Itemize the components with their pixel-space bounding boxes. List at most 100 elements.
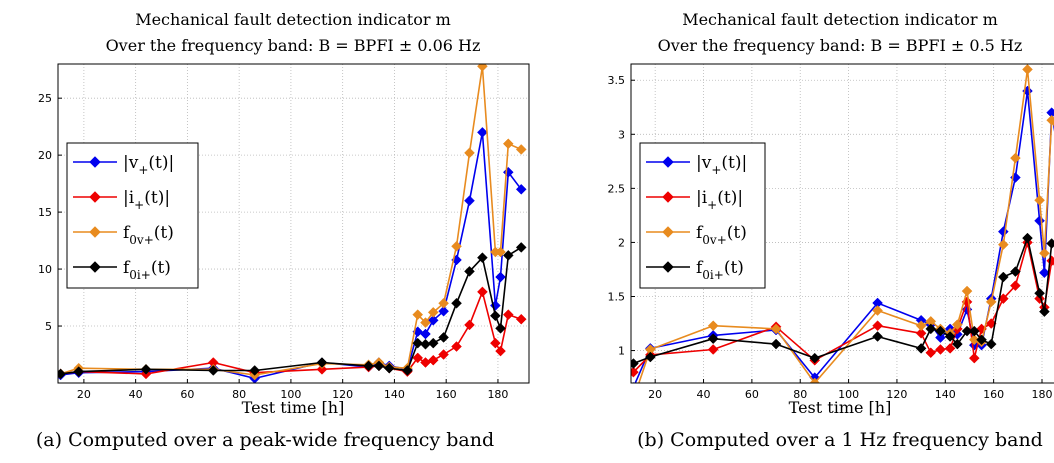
chart-b-data-point [1046,238,1054,249]
chart-b-data-point [770,338,782,350]
chart-b-data-point [925,347,937,359]
chart-a-data-point [316,357,328,368]
chart-b-data-point [628,394,638,404]
chart-b-data-point [872,305,883,316]
chart-b-legend-marker [662,156,674,168]
chart-b-data-point [631,358,639,369]
chart-a-data-point [427,314,439,326]
chart-b-data-point [1034,287,1045,299]
chart-b-data-point [985,296,997,308]
chart-b-data-point [935,344,946,355]
chart-b-data-point [707,333,719,345]
chart-a-xtick-label: 180 [487,388,508,401]
chart-b-series-line [638,68,1054,383]
chart-b-data-point [770,323,782,335]
chart-a-legend-label: |v+(t)| [123,153,174,177]
chart-b-data-point [1034,194,1045,206]
chart-b-data-point [1010,266,1021,277]
chart-b-series [628,64,1054,404]
chart-b-xtick-label: 60 [745,388,759,401]
chart-a-data-point [502,138,514,150]
chart-b-data-point [707,320,719,332]
chart-b-data-point [707,344,719,355]
chart-b-ytick-label: 1 [618,345,625,358]
chart-a-data-point [140,363,152,375]
chart-a-legend-entry: |v+(t)| [73,153,174,177]
chart-a-ticks: 20 40 60 80 100 120 140 160 180 5 10 15 20 25 [38,92,508,401]
chart-b-data-point [1034,215,1045,227]
chart-b-data-point [809,377,821,383]
chart-b-ytick-label: 2 [618,236,625,249]
chart-b-data-point [915,320,927,332]
chart-b-data-point [935,325,946,337]
chart-b-data-point [1010,280,1021,292]
chart-b-data-point [944,331,956,342]
chart-a-data-point [490,337,501,349]
chart-b-data-point [961,325,973,337]
chart-b-data-point [935,332,946,343]
chart-a-xtick-label: 140 [384,388,405,401]
chart-b-data-point [872,320,883,332]
chart-b-data-point [632,381,635,383]
chart-a-ytick-label: 10 [38,263,52,276]
chart-b-legend-label: f0v+(t) [696,223,747,247]
chart-a-data-point [490,310,501,322]
chart-a-legend-marker [89,226,101,238]
chart-a-data-point [438,297,449,309]
chart-b-legend-marker [662,261,674,273]
chart-a-data-point [438,305,449,317]
chart-a-data-point [438,332,449,343]
chart-b-data-point [985,338,997,350]
chart-a-ytick-label: 25 [38,92,52,105]
chart-b-data-point [952,338,963,350]
chart-b-ytick-label: 1.5 [608,290,626,303]
chart-b-legend: |v+(t)| |i+(t)| f0v+(t) f0i+(t) [639,142,766,289]
chart-a-xtick-label: 20 [77,388,91,401]
chart-a-legend-label: f0v+(t) [123,223,174,247]
chart-a-legend-label: |i+(t)| [123,188,170,212]
chart-b-xtick-label: 160 [983,388,1004,401]
chart-a-ytick-label: 15 [38,206,52,219]
chart-a-xtick-label: 80 [232,388,246,401]
chart-b-data-point [1039,247,1050,259]
chart-a-data-point [502,309,514,320]
chart-a-legend-entry: f0i+(t) [73,258,171,282]
chart-b-data-point [872,331,883,342]
chart-a-caption: (a) Computed over a peak-wide frequency … [36,429,494,451]
chart-b-legend-marker [662,191,674,203]
chart-a-data-point [427,354,439,366]
chart-a-xtick-label: 60 [180,388,194,401]
chart-a-data-point [412,337,424,349]
chart-a-data-point [420,317,431,328]
chart-b-xtick-label: 80 [793,388,807,401]
chart-a-data-point [477,127,488,138]
chart-b-legend-box [639,142,766,289]
chart-a-ytick-label: 20 [38,149,52,162]
chart-b-data-point [915,343,927,354]
chart-b-data-point [925,323,937,335]
chart-a-xtick-label: 160 [436,388,457,401]
chart-b-legend-marker [662,226,674,238]
chart-b-axes-frame [630,63,1054,384]
chart-a-axes-frame [57,63,530,384]
chart-b-data-point [961,285,973,297]
chart-b-caption: (b) Computed over a 1 Hz frequency band [637,429,1043,451]
chart-a-data-point [515,313,527,325]
chart-b-series-line [633,237,1054,365]
chart-panel-b: Mechanical fault detection indicator m O… [608,10,1054,451]
chart-a-legend: |v+(t)| |i+(t)| f0v+(t) f0i+(t) [66,142,199,289]
chart-a-data-point [249,365,261,376]
chart-a-data-point [515,183,527,195]
chart-b-xtick-label: 180 [1031,388,1052,401]
chart-b-xlabel: Test time [h] [789,398,892,417]
chart-a-xtick-label: 40 [129,388,143,401]
chart-b-data-point [976,334,987,346]
chart-b-ytick-label: 3.5 [608,74,626,87]
chart-b-data-point [997,271,1009,283]
chart-a-subtitle: Over the frequency band: B = BPFI ± 0.06… [106,36,481,55]
chart-b-title: Mechanical fault detection indicator m [682,10,998,29]
chart-a-xtick-label: 100 [280,388,301,401]
chart-a-data-point [451,240,462,252]
chart-a-data-point [383,362,395,374]
